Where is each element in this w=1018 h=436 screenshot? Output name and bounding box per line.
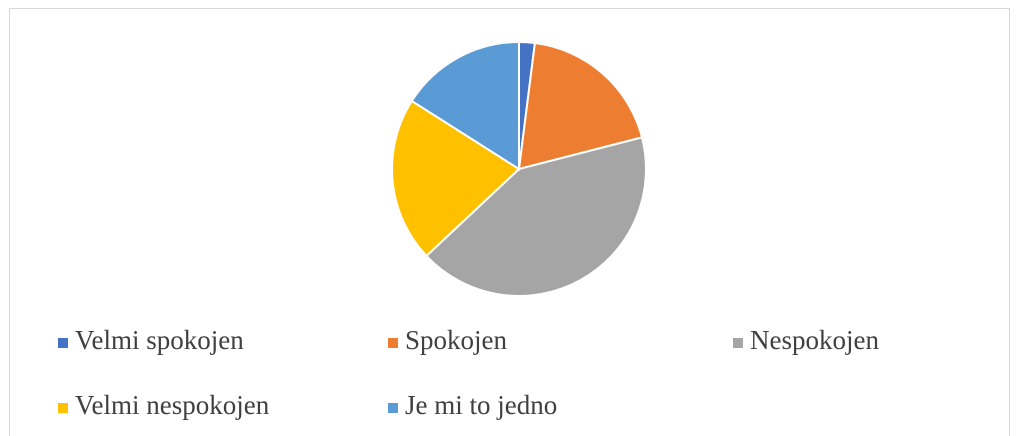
pie-slice [425, 136, 647, 297]
pie-slice [410, 40, 520, 171]
legend-marker [58, 403, 68, 413]
pie-slice [517, 41, 644, 171]
legend-marker [388, 338, 398, 348]
legend-label: Je mi to jedno [405, 390, 557, 420]
legend-label: Spokojen [405, 325, 508, 355]
legend-marker [388, 403, 398, 413]
legend-marker [58, 338, 68, 348]
legend-label: Velmi nespokojen [75, 390, 270, 420]
pie-slice [391, 99, 521, 258]
legend-label: Nespokojen [750, 325, 879, 355]
legend-label: Velmi spokojen [75, 325, 244, 355]
legend-marker [733, 338, 743, 348]
